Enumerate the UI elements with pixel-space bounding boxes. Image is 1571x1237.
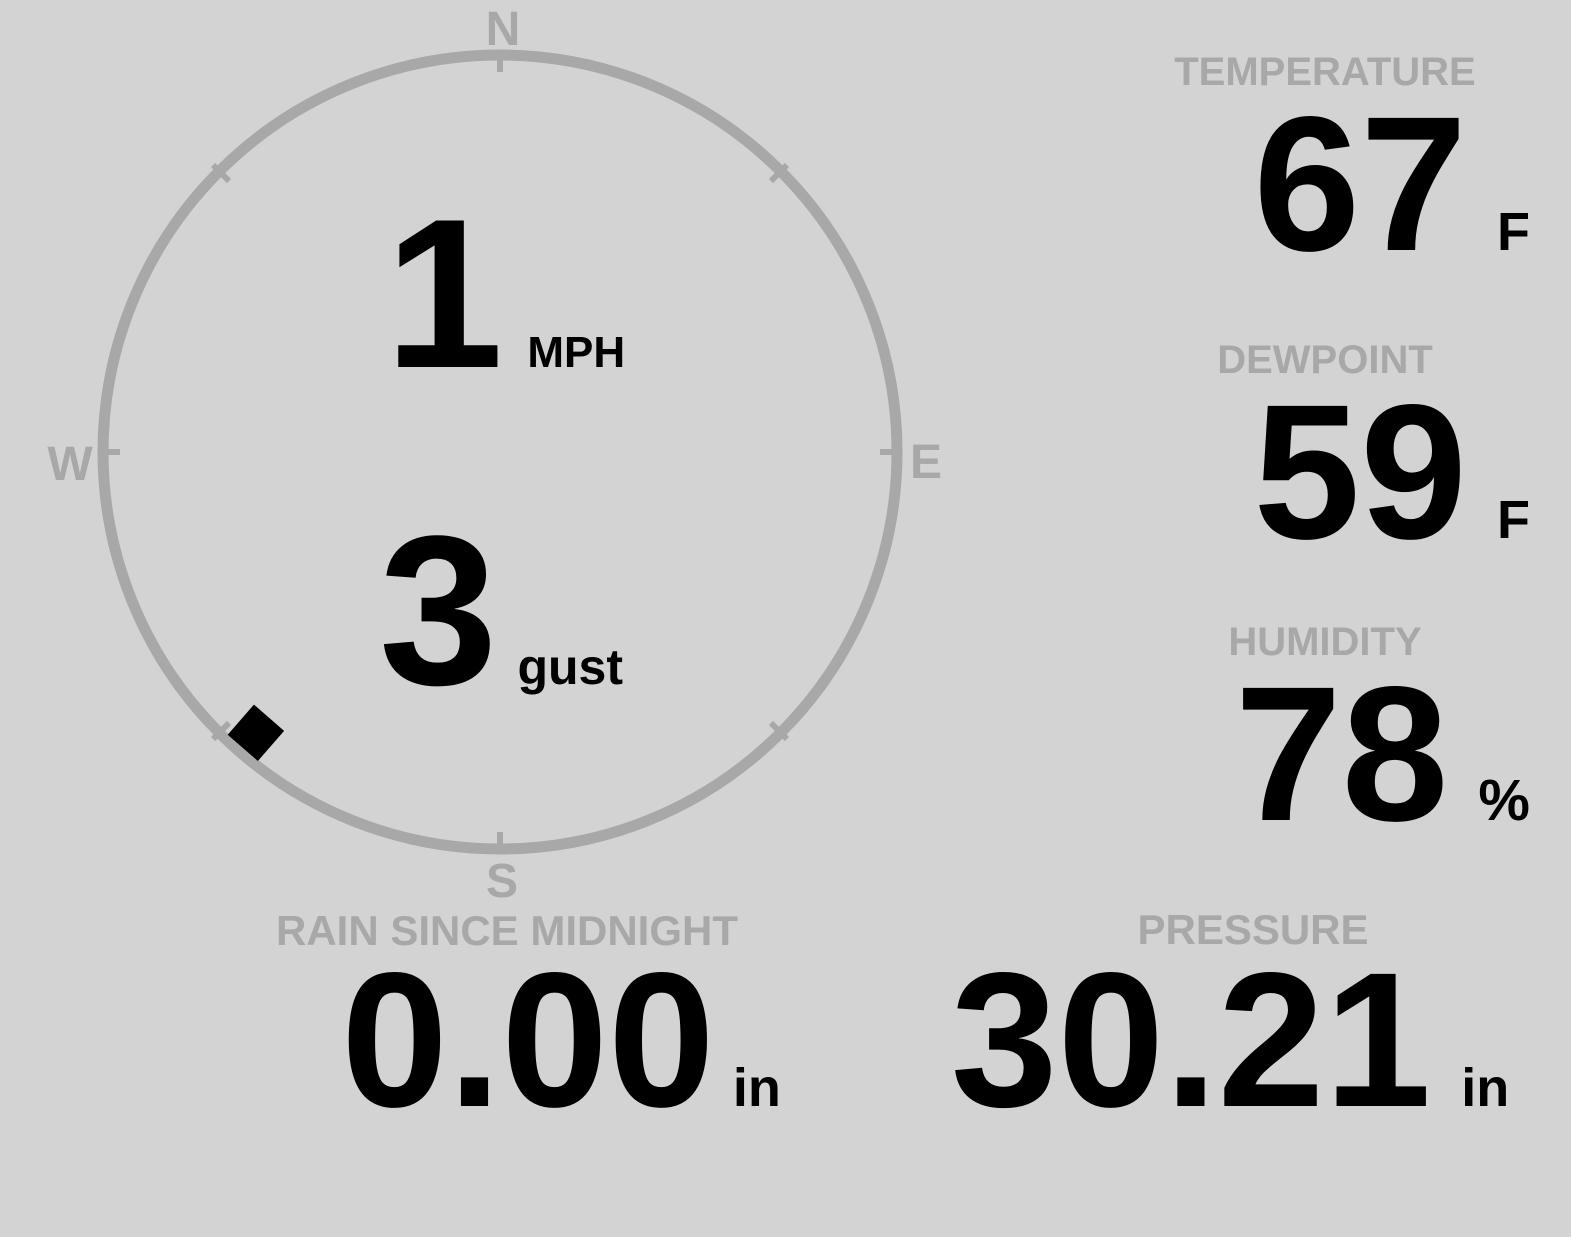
humidity-label: HUMIDITY [1228,620,1422,664]
dewpoint-value-row: 59 F [1120,376,1530,568]
compass-label-west: W [47,438,93,491]
dewpoint-unit: F [1497,490,1530,550]
compass-label-south: S [486,855,518,908]
rain-value: 0.00 [341,932,715,1147]
humidity-value-row: 78 % [1120,658,1530,850]
compass-label-north: N [486,3,521,56]
pressure-label: PRESSURE [1137,906,1369,953]
compass-ticks [98,50,902,854]
humidity-value: 78 [1234,646,1449,861]
pressure-unit: in [1461,1058,1510,1118]
rain-value-row: 0.00 in [341,944,781,1136]
wind-speed: 1 MPH [385,188,625,401]
dewpoint-label: DEWPOINT [1217,338,1433,382]
compass-label-east: E [910,436,942,489]
rain-unit: in [732,1058,781,1118]
dewpoint-value: 59 [1253,364,1467,579]
wind-speed-value: 1 [384,175,504,413]
temperature-unit: F [1497,202,1530,262]
humidity-unit: % [1478,768,1530,833]
temperature-label: TEMPERATURE [1174,50,1476,94]
temperature-value: 67 [1253,76,1467,291]
temperature-metric: TEMPERATURE 67 F [1120,52,1530,280]
wind-gust-unit: gust [517,639,624,695]
wind-compass: N E S W 1 MPH 3 gust [0,0,1000,940]
compass-graphic: N E S W [47,3,942,908]
pressure-value: 30.21 [950,932,1432,1147]
pressure-value-row: 30.21 in [951,944,1509,1136]
wind-gust-value: 3 [378,492,498,730]
dewpoint-metric: DEWPOINT 59 F [1120,340,1530,568]
wind-gust: 3 gust [379,505,623,718]
temperature-value-row: 67 F [1120,88,1530,280]
wind-direction-indicator [227,704,285,762]
humidity-metric: HUMIDITY 78 % [1120,622,1530,850]
wind-speed-unit: MPH [527,328,626,377]
rain-label: RAIN SINCE MIDNIGHT [276,907,738,954]
